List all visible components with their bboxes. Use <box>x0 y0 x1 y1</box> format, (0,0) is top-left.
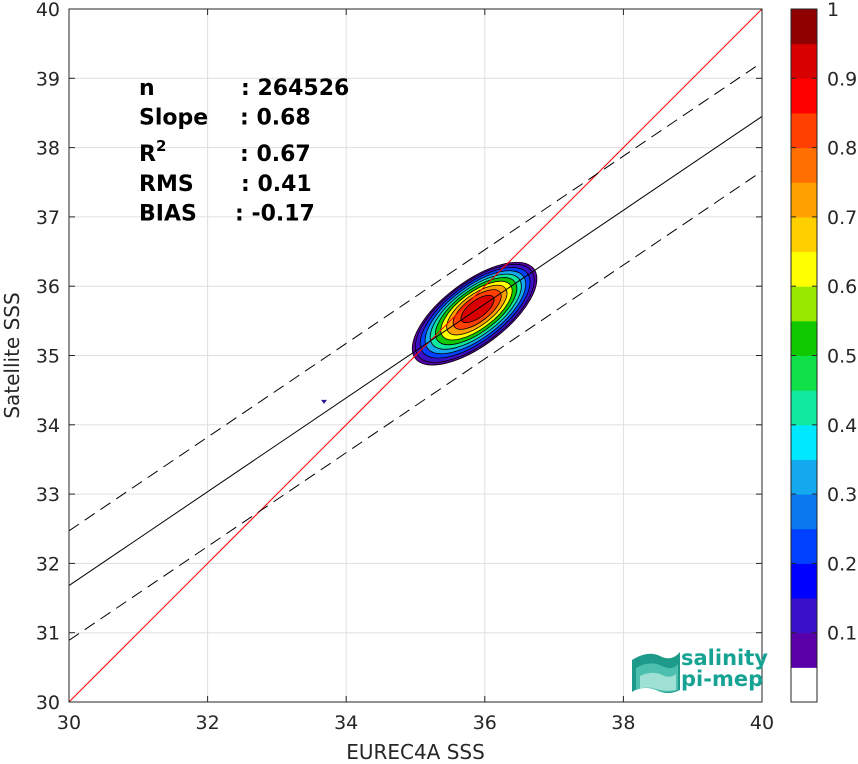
stat-value: : -0.17 <box>235 201 315 226</box>
y-tick-label: 36 <box>36 276 60 298</box>
one-to-one-line <box>68 8 763 703</box>
colorbar-tick-label: 1 <box>827 0 839 21</box>
colorbar-segment <box>791 667 817 703</box>
stat-value: : 0.68 <box>240 106 311 131</box>
logo-line1: salinity <box>681 646 768 670</box>
x-tick-label: 38 <box>611 712 635 734</box>
colorbar-segment <box>791 598 817 634</box>
lower-bound-line <box>68 170 763 641</box>
reference-lines <box>68 8 763 703</box>
colorbar-segments <box>791 9 817 703</box>
stat-label: n <box>139 76 155 101</box>
x-axis-ticks: 30 32 34 36 38 40 <box>57 9 774 734</box>
y-axis-ticks: 30 31 32 33 34 35 36 37 38 39 40 <box>36 0 762 714</box>
stat-label: RMS <box>139 172 194 197</box>
colorbar-segment <box>791 390 817 426</box>
colorbar-segment <box>791 632 817 668</box>
outlier-point <box>321 399 328 404</box>
colorbar-segment <box>791 563 817 599</box>
regression-line <box>68 116 763 586</box>
x-tick-label: 40 <box>750 712 774 734</box>
y-tick-label: 32 <box>36 553 60 575</box>
stats-block: n : 264526 Slope : 0.68 R2 : 0.67 RMS : 0.41 BIA… <box>139 76 349 226</box>
stat-label-sup: 2 <box>156 137 166 155</box>
colorbar-segment <box>791 286 817 322</box>
colorbar-segment <box>791 182 817 218</box>
y-axis-title: Satellite SSS <box>0 292 24 418</box>
y-tick-label: 39 <box>36 68 60 90</box>
x-axis-title: EUREC4A SSS <box>346 740 485 764</box>
colorbar-segment <box>791 320 817 356</box>
colorbar-tick-label: 0.6 <box>827 276 857 298</box>
colorbar-tick-label: 0.2 <box>827 553 857 575</box>
colorbar-segment <box>791 78 817 114</box>
y-tick-label: 31 <box>36 623 60 645</box>
colorbar: 0.1 0.2 0.3 0.4 0.5 0.6 0.7 0.8 0.9 1 <box>790 0 857 703</box>
colorbar-tick-label: 0.8 <box>827 138 857 160</box>
colorbar-segment <box>791 147 817 183</box>
colorbar-segment <box>791 112 817 149</box>
colorbar-tick-label: 0.7 <box>827 207 857 229</box>
y-tick-label: 30 <box>36 692 60 714</box>
colorbar-segment <box>791 424 817 460</box>
colorbar-segment <box>791 355 817 391</box>
density-contours <box>321 261 538 404</box>
colorbar-tick-label: 0.4 <box>827 415 857 437</box>
colorbar-tick-label: 0.1 <box>827 623 857 645</box>
upper-bound-line <box>68 61 763 532</box>
x-tick-label: 34 <box>334 712 358 734</box>
colorbar-segment <box>791 459 817 495</box>
x-tick-label: 36 <box>473 712 497 734</box>
colorbar-tick-label: 0.9 <box>827 68 857 90</box>
colorbar-segment <box>791 494 817 530</box>
colorbar-segment <box>791 528 817 564</box>
colorbar-segment <box>791 251 817 287</box>
salinity-pi-mep-logo: salinity pi-mep <box>632 646 768 693</box>
logo-line2: pi-mep <box>681 667 763 691</box>
stat-label: BIAS <box>139 201 197 226</box>
colorbar-segment <box>791 216 817 253</box>
colorbar-tick-label: 0.3 <box>827 484 857 506</box>
colorbar-segment <box>791 43 817 79</box>
y-tick-label: 35 <box>36 346 60 368</box>
stat-label: Slope <box>139 106 208 131</box>
y-tick-label: 38 <box>36 138 60 160</box>
logo-wave-icon <box>632 652 680 693</box>
stat-label: R2 <box>139 137 166 167</box>
stat-value: : 0.67 <box>240 142 311 167</box>
stat-value: : 0.41 <box>241 172 312 197</box>
colorbar-segment <box>791 9 817 45</box>
y-tick-label: 34 <box>36 415 60 437</box>
colorbar-ticks: 0.1 0.2 0.3 0.4 0.5 0.6 0.7 0.8 0.9 1 <box>791 0 857 645</box>
colorbar-tick-label: 0.5 <box>827 346 857 368</box>
y-tick-label: 37 <box>36 207 60 229</box>
stat-value: : 264526 <box>241 76 349 101</box>
x-tick-label: 30 <box>57 712 81 734</box>
y-tick-label: 33 <box>36 484 60 506</box>
y-tick-label: 40 <box>36 0 60 21</box>
x-tick-label: 32 <box>196 712 220 734</box>
